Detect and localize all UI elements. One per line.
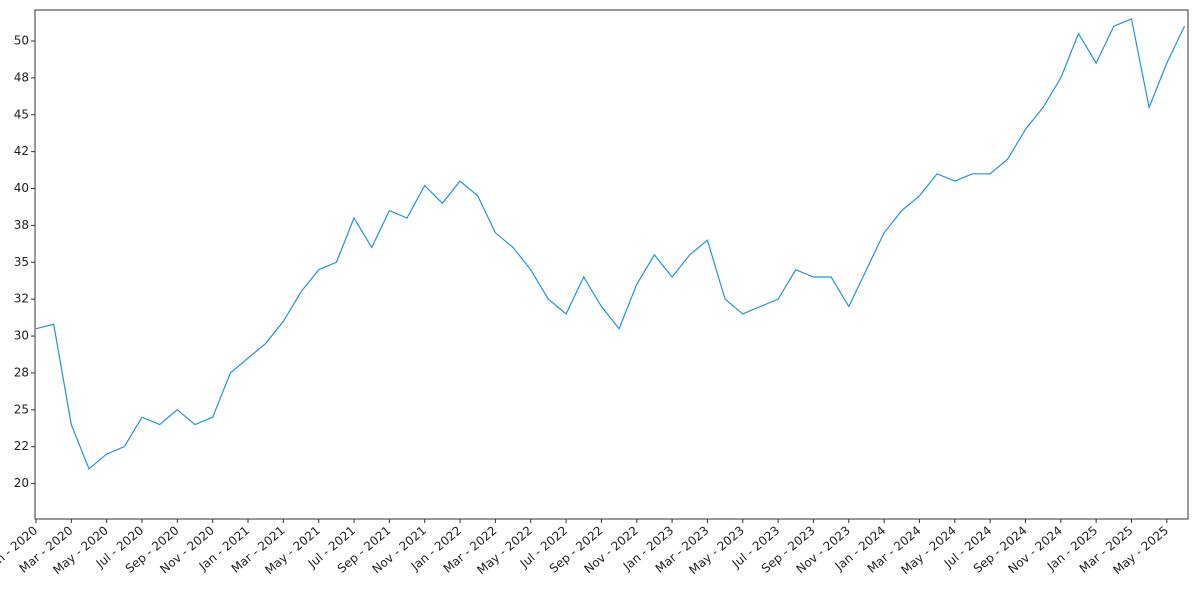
y-tick-label: 42: [14, 144, 29, 158]
y-tick-label: 22: [14, 439, 29, 453]
y-tick-label: 20: [14, 476, 29, 490]
y-tick-label: 28: [14, 365, 29, 379]
y-tick-label: 45: [14, 107, 29, 121]
y-tick-label: 30: [14, 329, 29, 343]
y-tick-label: 50: [14, 33, 29, 47]
y-tick-label: 25: [14, 402, 29, 416]
y-tick-label: 40: [14, 181, 29, 195]
plot-frame: [34, 9, 1189, 520]
y-tick-label: 38: [14, 218, 29, 232]
y-tick-label: 48: [14, 70, 29, 84]
price-line: [35, 18, 1186, 470]
y-tick-label: 32: [14, 292, 29, 306]
y-tick-label: 35: [14, 255, 29, 269]
